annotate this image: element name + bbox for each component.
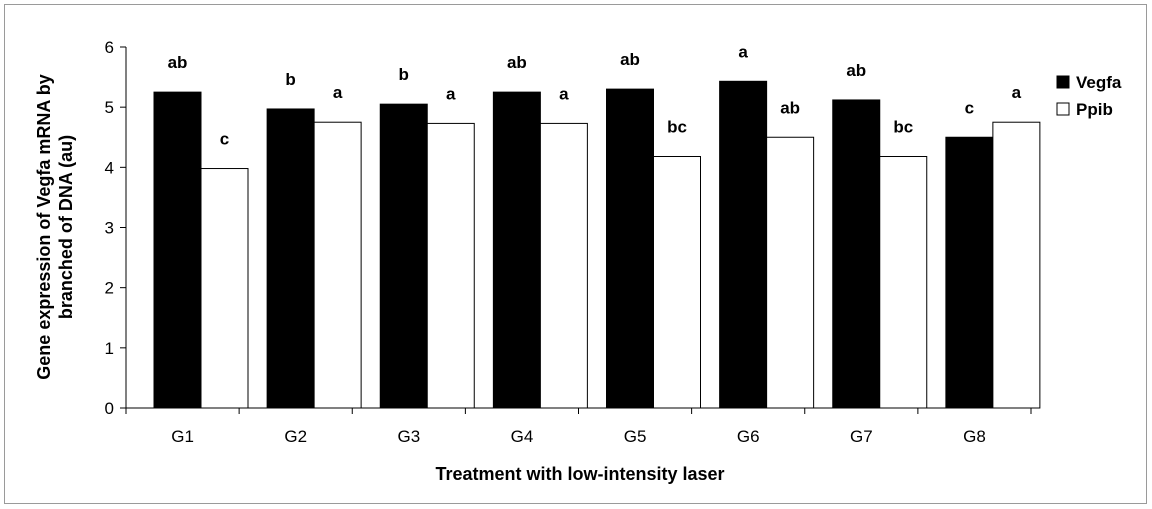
significance-label: a <box>446 84 456 103</box>
y-tick-label: 6 <box>105 38 114 57</box>
y-axis-title-line-2: branched of DNA (au) <box>56 135 76 319</box>
x-tick-label: G6 <box>737 427 760 446</box>
x-tick-label: G5 <box>624 427 647 446</box>
bar-ppib <box>426 122 475 409</box>
bar-vegfa <box>832 99 881 409</box>
y-axis-title: Gene expression of Vegfa mRNA by branche… <box>34 74 76 379</box>
bar-ppib <box>313 121 362 409</box>
bar-vegfa <box>379 103 428 409</box>
y-tick-label: 2 <box>105 279 114 298</box>
significance-label: a <box>559 84 569 103</box>
significance-label: b <box>285 70 295 89</box>
bar-ppib <box>539 122 588 409</box>
x-tick-label: G8 <box>963 427 986 446</box>
bar-ppib <box>992 121 1041 409</box>
x-tick-label: G1 <box>171 427 194 446</box>
significance-label: c <box>220 130 229 149</box>
x-tick-label: G3 <box>397 427 420 446</box>
bar-vegfa <box>719 80 768 409</box>
legend-swatch-ppib <box>1056 102 1070 116</box>
bar-vegfa <box>266 108 315 409</box>
y-tick-label: 0 <box>105 399 114 418</box>
x-axis-title: Treatment with low-intensity laser <box>435 464 724 484</box>
y-tick-label: 4 <box>105 158 114 177</box>
bar-ppib <box>653 156 701 409</box>
bar-ppib <box>766 136 815 409</box>
significance-label: c <box>965 98 974 117</box>
significance-label: a <box>738 42 748 61</box>
y-axis-title-line-1: Gene expression of Vegfa mRNA by <box>34 74 54 379</box>
y-tick-label: 3 <box>105 219 114 238</box>
y-tick-label: 5 <box>105 98 114 117</box>
legend-swatch-vegfa <box>1056 75 1070 89</box>
significance-label: b <box>399 65 409 84</box>
significance-label: bc <box>667 118 687 137</box>
significance-label: ab <box>168 53 188 72</box>
significance-label: ab <box>507 53 527 72</box>
bar-vegfa <box>945 136 994 409</box>
bar-vegfa <box>153 91 202 409</box>
significance-label: ab <box>846 61 866 80</box>
significance-label: a <box>333 83 343 102</box>
significance-label: ab <box>620 50 640 69</box>
significance-label: a <box>1012 83 1022 102</box>
legend-label-ppib: Ppib <box>1076 100 1113 119</box>
bar-vegfa <box>492 91 541 409</box>
bar-vegfa <box>606 88 654 409</box>
bar-ppib <box>879 156 928 409</box>
legend-label-vegfa: Vegfa <box>1076 73 1122 92</box>
x-tick-label: G7 <box>850 427 873 446</box>
bar-ppib <box>200 168 249 409</box>
significance-label: ab <box>780 98 800 117</box>
y-tick-label: 1 <box>105 339 114 358</box>
x-tick-label: G4 <box>511 427 534 446</box>
significance-label: bc <box>893 118 913 137</box>
legend: Vegfa Ppib <box>1056 73 1122 119</box>
x-tick-label: G2 <box>284 427 307 446</box>
